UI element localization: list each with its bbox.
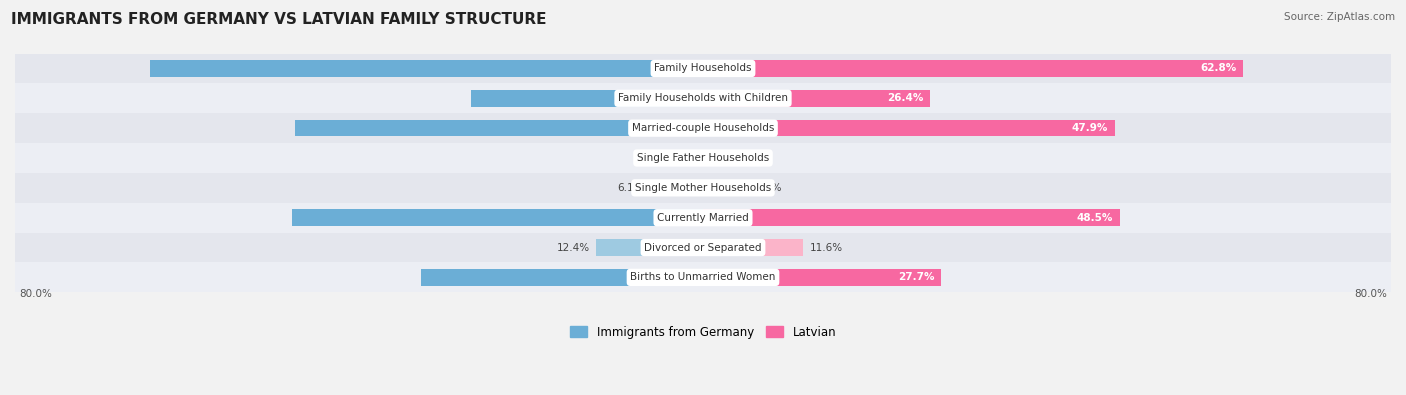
Text: 47.5%: 47.5% <box>686 123 723 133</box>
Bar <box>292 209 703 226</box>
Bar <box>596 239 703 256</box>
Bar <box>703 180 748 196</box>
Bar <box>703 90 929 107</box>
Text: Family Households: Family Households <box>654 64 752 73</box>
Text: 80.0%: 80.0% <box>20 289 52 299</box>
Text: IMMIGRANTS FROM GERMANY VS LATVIAN FAMILY STRUCTURE: IMMIGRANTS FROM GERMANY VS LATVIAN FAMIL… <box>11 12 547 27</box>
Text: Single Mother Households: Single Mother Households <box>636 183 770 193</box>
Bar <box>651 180 703 196</box>
Text: 27.0%: 27.0% <box>686 93 723 103</box>
Text: 32.8%: 32.8% <box>686 273 723 282</box>
Bar <box>703 60 1243 77</box>
Text: 27.7%: 27.7% <box>898 273 935 282</box>
Bar <box>703 150 720 166</box>
Legend: Immigrants from Germany, Latvian: Immigrants from Germany, Latvian <box>565 321 841 343</box>
Bar <box>15 203 1391 233</box>
Text: 64.3%: 64.3% <box>686 64 723 73</box>
Bar <box>15 233 1391 262</box>
Text: 26.4%: 26.4% <box>887 93 924 103</box>
Bar <box>703 120 1115 136</box>
Text: Divorced or Separated: Divorced or Separated <box>644 243 762 252</box>
Bar <box>703 239 803 256</box>
Text: Currently Married: Currently Married <box>657 213 749 223</box>
Bar <box>471 90 703 107</box>
Text: Single Father Households: Single Father Households <box>637 153 769 163</box>
Text: 47.9%: 47.9% <box>1071 123 1108 133</box>
Text: 11.6%: 11.6% <box>810 243 842 252</box>
Bar <box>420 269 703 286</box>
Text: 5.3%: 5.3% <box>755 183 782 193</box>
Text: 6.1%: 6.1% <box>617 183 644 193</box>
Text: 80.0%: 80.0% <box>1354 289 1386 299</box>
Text: 47.8%: 47.8% <box>686 213 723 223</box>
Text: 62.8%: 62.8% <box>1199 64 1236 73</box>
Text: Births to Unmarried Women: Births to Unmarried Women <box>630 273 776 282</box>
Text: 12.4%: 12.4% <box>557 243 589 252</box>
Text: Family Households with Children: Family Households with Children <box>619 93 787 103</box>
Bar <box>15 113 1391 143</box>
Bar <box>15 173 1391 203</box>
Bar <box>15 262 1391 292</box>
Text: Married-couple Households: Married-couple Households <box>631 123 775 133</box>
Bar <box>703 269 941 286</box>
Text: 2.3%: 2.3% <box>650 153 676 163</box>
Bar <box>15 83 1391 113</box>
Bar <box>703 209 1121 226</box>
Bar <box>150 60 703 77</box>
Text: Source: ZipAtlas.com: Source: ZipAtlas.com <box>1284 12 1395 22</box>
Bar <box>15 54 1391 83</box>
Text: 2.0%: 2.0% <box>727 153 754 163</box>
Bar <box>15 143 1391 173</box>
Text: 48.5%: 48.5% <box>1077 213 1114 223</box>
Bar <box>294 120 703 136</box>
Bar <box>683 150 703 166</box>
